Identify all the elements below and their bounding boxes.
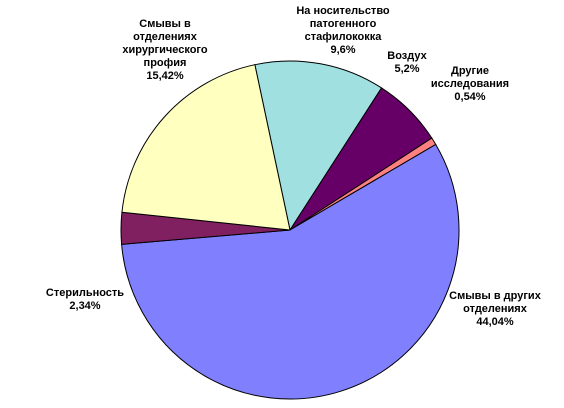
category-name: Воздух bbox=[387, 50, 427, 62]
value-label: 0,54% bbox=[454, 91, 486, 103]
category-name: На носительство патогенного стафилококка bbox=[296, 5, 390, 43]
category-name: Смывы в других отделениях bbox=[449, 290, 541, 315]
category-name: Стерильность bbox=[45, 287, 125, 299]
pie-slice bbox=[254, 60, 383, 232]
pie-slice bbox=[121, 143, 460, 400]
slice-label: Смывы в других отделениях 44,04% bbox=[425, 290, 564, 329]
slice-label: Стерильность 2,34% bbox=[15, 287, 155, 313]
value-label: 9,6% bbox=[330, 44, 356, 56]
slice-label: Воздух 5,2% bbox=[337, 50, 477, 76]
category-name: Другие исследования bbox=[430, 65, 510, 90]
pie-slice bbox=[121, 64, 291, 231]
value-label: 44,04% bbox=[476, 316, 514, 328]
slice-label: Смывы в отделениях хирургического профия… bbox=[95, 18, 235, 83]
slice-label: Другие исследования 0,54% bbox=[400, 65, 540, 104]
slice-label: На носительство патогенного стафилококка… bbox=[273, 5, 413, 57]
value-label: 5,2% bbox=[394, 63, 420, 75]
value-label: 15,42% bbox=[146, 70, 184, 82]
value-label: 2,34% bbox=[69, 300, 101, 312]
category-name: Смывы в отделениях хирургического профия bbox=[122, 18, 208, 69]
